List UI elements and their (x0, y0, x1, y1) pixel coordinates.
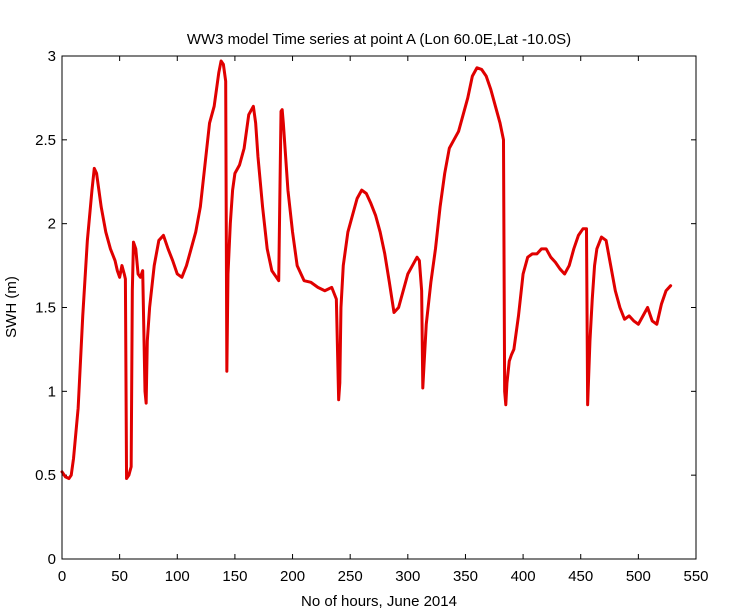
series-layer (60, 59, 673, 481)
y-tick-label: 2.5 (35, 132, 56, 149)
x-tick-label: 100 (165, 568, 190, 585)
y-tick-label: 0.5 (35, 467, 56, 484)
x-tick-label: 400 (511, 568, 536, 585)
series-line (60, 59, 673, 481)
x-tick-label: 500 (626, 568, 651, 585)
x-tick-label: 300 (395, 568, 420, 585)
x-tick-label: 350 (453, 568, 478, 585)
x-tick-label: 0 (58, 568, 66, 585)
x-tick-label: 50 (111, 568, 128, 585)
y-tick-label: 0 (48, 551, 56, 568)
x-tick-label: 250 (338, 568, 363, 585)
x-axis-label: No of hours, June 2014 (301, 593, 457, 610)
x-tick-label: 150 (222, 568, 247, 585)
axis-ticks: 0 50 100 150 200 250 300 350 400 450 500 550 0 0.5 1 1.… (35, 48, 708, 585)
x-tick-label: 200 (280, 568, 305, 585)
plot-area-frame (61, 55, 697, 560)
x-tick-label: 450 (568, 568, 593, 585)
y-axis-label: SWH (m) (3, 276, 20, 338)
y-tick-label: 3 (48, 48, 56, 65)
y-tick-label: 1.5 (35, 300, 56, 317)
chart-title: WW3 model Time series at point A (Lon 60… (187, 31, 571, 48)
y-tick-label: 2 (48, 216, 56, 233)
y-tick-label: 1 (48, 383, 56, 400)
x-tick-label: 550 (683, 568, 708, 585)
